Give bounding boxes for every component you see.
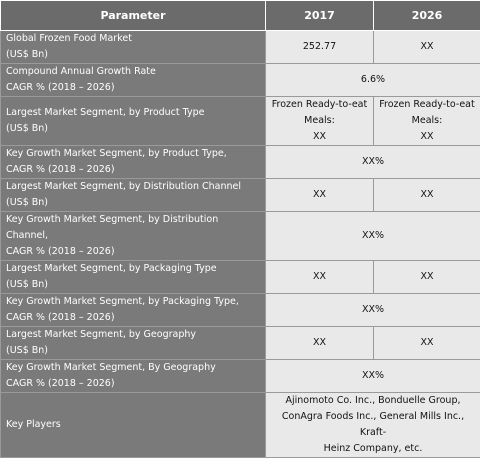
- parameter-line: (US$ Bn): [6, 121, 260, 137]
- value-line: ConAgra Foods Inc., General Mills Inc., …: [271, 409, 475, 441]
- parameter-cell: Global Frozen Food Market (US$ Bn): [1, 31, 266, 64]
- parameter-line: Compound Annual Growth Rate: [6, 64, 260, 80]
- parameter-line: CAGR % (2018 – 2026): [6, 80, 260, 96]
- parameter-line: CAGR % (2018 – 2026): [6, 310, 260, 326]
- header-parameter: Parameter: [1, 1, 266, 31]
- value-line: Meals:: [271, 113, 368, 129]
- parameter-line: CAGR % (2018 – 2026): [6, 376, 260, 392]
- parameter-line: Largest Market Segment, by Distribution …: [6, 179, 260, 195]
- value-2017: XX: [266, 261, 374, 294]
- table-row: Key Players Ajinomoto Co. Inc., Bonduell…: [1, 393, 480, 458]
- value-2017: 252.77: [266, 31, 374, 64]
- parameter-cell: Key Growth Market Segment, by Packaging …: [1, 294, 266, 327]
- value-2026: XX: [374, 31, 480, 64]
- value-2026: XX: [374, 261, 480, 294]
- value-line: Frozen Ready-to-eat: [271, 97, 368, 113]
- value-2017: XX: [266, 179, 374, 212]
- parameter-line: Largest Market Segment, by Product Type: [6, 105, 260, 121]
- parameter-cell: Key Growth Market Segment, by Distributi…: [1, 212, 266, 261]
- table-row: Largest Market Segment, by Packaging Typ…: [1, 261, 480, 294]
- value-line: Ajinomoto Co. Inc., Bonduelle Group,: [271, 393, 475, 409]
- header-row: Parameter 2017 2026: [1, 1, 480, 31]
- parameter-line: Key Growth Market Segment, by Distributi…: [6, 212, 260, 244]
- table-row: Global Frozen Food Market (US$ Bn) 252.7…: [1, 31, 480, 64]
- value-line: XX: [271, 129, 368, 145]
- parameter-line: Key Growth Market Segment, by Packaging …: [6, 294, 260, 310]
- header-2017: 2017: [266, 1, 374, 31]
- parameter-cell: Compound Annual Growth Rate CAGR % (2018…: [1, 64, 266, 97]
- value-merged: XX%: [266, 294, 480, 327]
- parameter-cell: Key Growth Market Segment, by Product Ty…: [1, 146, 266, 179]
- value-2026: XX: [374, 327, 480, 360]
- parameter-line: Global Frozen Food Market: [6, 31, 260, 47]
- header-2026: 2026: [374, 1, 480, 31]
- parameter-line: Key Players: [6, 417, 260, 433]
- value-line: Frozen Ready-to-eat: [379, 97, 475, 113]
- table-row: Compound Annual Growth Rate CAGR % (2018…: [1, 64, 480, 97]
- parameter-cell: Largest Market Segment, by Product Type …: [1, 97, 266, 146]
- value-line: Heinz Company, etc.: [271, 441, 475, 457]
- parameter-cell: Largest Market Segment, by Packaging Typ…: [1, 261, 266, 294]
- value-merged: XX%: [266, 212, 480, 261]
- value-merged: XX%: [266, 360, 480, 393]
- table-row: Key Growth Market Segment, by Distributi…: [1, 212, 480, 261]
- parameter-cell: Largest Market Segment, by Geography (US…: [1, 327, 266, 360]
- value-merged: 6.6%: [266, 64, 480, 97]
- parameter-cell: Key Players: [1, 393, 266, 458]
- value-2017: XX: [266, 327, 374, 360]
- parameter-line: (US$ Bn): [6, 277, 260, 293]
- value-merged: XX%: [266, 146, 480, 179]
- parameter-line: (US$ Bn): [6, 47, 260, 63]
- parameter-line: CAGR % (2018 – 2026): [6, 162, 260, 178]
- parameter-cell: Largest Market Segment, by Distribution …: [1, 179, 266, 212]
- value-2026: XX: [374, 179, 480, 212]
- parameter-cell: Key Growth Market Segment, By Geography …: [1, 360, 266, 393]
- parameter-line: (US$ Bn): [6, 195, 260, 211]
- parameter-line: (US$ Bn): [6, 343, 260, 359]
- parameter-line: Largest Market Segment, by Packaging Typ…: [6, 261, 260, 277]
- value-line: Meals:: [379, 113, 475, 129]
- table-row: Key Growth Market Segment, by Packaging …: [1, 294, 480, 327]
- value-line: XX: [379, 129, 475, 145]
- parameter-line: CAGR % (2018 – 2026): [6, 244, 260, 260]
- table-row: Largest Market Segment, by Distribution …: [1, 179, 480, 212]
- parameter-line: Key Growth Market Segment, by Product Ty…: [6, 146, 260, 162]
- table-row: Key Growth Market Segment, By Geography …: [1, 360, 480, 393]
- parameter-line: Key Growth Market Segment, By Geography: [6, 360, 260, 376]
- table-row: Largest Market Segment, by Geography (US…: [1, 327, 480, 360]
- table-row: Largest Market Segment, by Product Type …: [1, 97, 480, 146]
- parameter-line: Largest Market Segment, by Geography: [6, 327, 260, 343]
- key-players-cell: Ajinomoto Co. Inc., Bonduelle Group, Con…: [266, 393, 480, 458]
- value-2026: Frozen Ready-to-eat Meals: XX: [374, 97, 480, 146]
- value-2017: Frozen Ready-to-eat Meals: XX: [266, 97, 374, 146]
- table-row: Key Growth Market Segment, by Product Ty…: [1, 146, 480, 179]
